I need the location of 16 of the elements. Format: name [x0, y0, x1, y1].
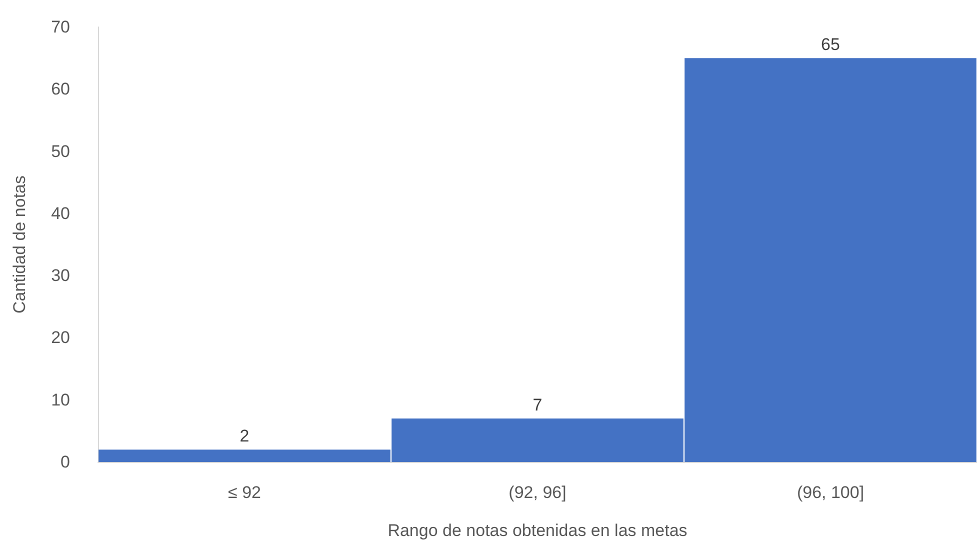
- x-tick-label: ≤ 92: [228, 483, 261, 502]
- data-label: 65: [821, 35, 840, 54]
- y-tick-label: 0: [60, 452, 70, 472]
- x-tick-label: (92, 96]: [508, 483, 566, 502]
- data-label: 2: [240, 426, 250, 446]
- x-tick-label: (96, 100]: [796, 483, 864, 502]
- data-label: 7: [532, 396, 542, 414]
- y-tick-label: 60: [51, 80, 70, 99]
- y-tick-label: 40: [51, 204, 70, 223]
- y-tick-label: 20: [51, 328, 70, 348]
- y-tick-label: 50: [51, 142, 70, 161]
- y-axis-title: Cantidad de notas: [10, 176, 29, 314]
- y-tick-label: 30: [51, 266, 70, 286]
- x-axis-title: Rango de notas obtenidas en las metas: [388, 521, 688, 540]
- y-tick-label: 70: [51, 18, 70, 36]
- y-tick-label: 10: [51, 390, 70, 410]
